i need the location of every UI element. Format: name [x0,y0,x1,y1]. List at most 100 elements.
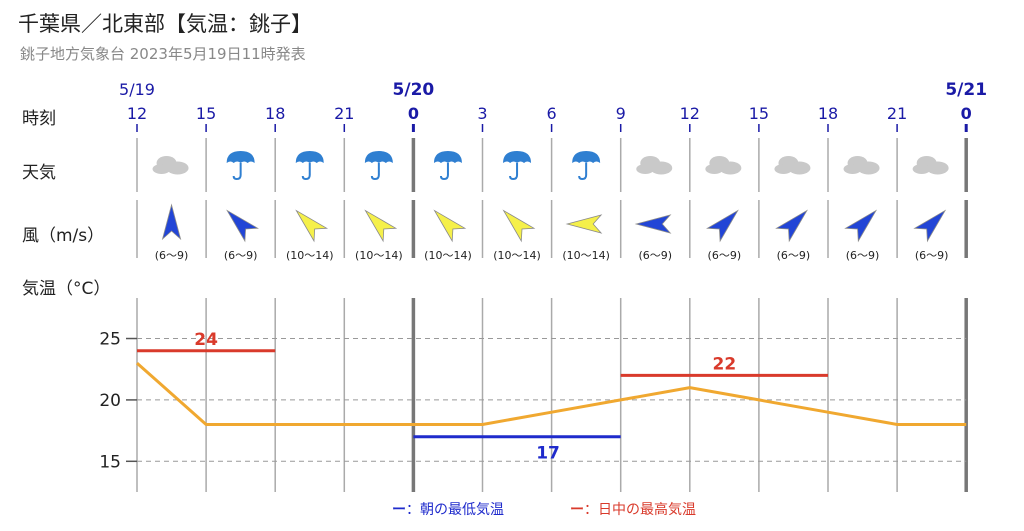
umbrella-handle [370,163,380,181]
umbrella-icon [572,151,601,181]
max-temp-label: 24 [194,330,218,350]
column-grid [136,138,968,492]
umbrella-canopy [295,151,324,163]
time-label: 0 [961,104,972,123]
wind-speed-label: (10〜14) [562,249,610,262]
wind-speed-label: (6〜9) [846,249,880,262]
cloud-puff [152,164,171,174]
cloud-puff [788,161,811,175]
wind-arrow-shape [295,209,329,243]
y-tick-label: 25 [99,330,121,350]
weather-icons [152,151,949,181]
wind-speed-label: (6〜9) [708,249,742,262]
cloud-icon [774,156,811,175]
umbrella-canopy [572,151,601,163]
cloud-puff [636,164,655,174]
row-label-wind: 風（m/s） [22,226,105,246]
wind-arrow-icon [226,209,259,243]
wind-speed-label: (10〜14) [286,249,334,262]
wind-arrow-shape [844,209,878,243]
legend-max-label: ：日中の最高気温 [584,502,696,518]
max-temp-label: 22 [713,354,737,374]
temperature-line [136,361,967,426]
wind-arrow-shape [364,209,398,243]
umbrella-icon [433,151,462,181]
wind-arrow-icon [502,209,536,243]
date-label: 5/21 [945,80,987,100]
wind-arrow-icon [706,209,739,243]
umbrella-handle [439,163,449,181]
legend-max: ー：日中の最高気温 [570,499,696,519]
y-tick-label: 15 [99,452,121,472]
row-label-temperature: 気温（°C） [22,279,111,299]
umbrella-icon [503,151,532,181]
time-label: 21 [334,104,354,123]
wind-speed-label: (6〜9) [915,249,949,262]
wind-arrow-shape [565,214,603,234]
umbrella-handle [578,163,588,181]
wind-speed-label: (6〜9) [638,249,672,262]
wind-arrow-shape [913,209,947,243]
time-label: 3 [477,104,487,123]
time-label: 15 [749,104,769,123]
wind-arrow-icon [565,214,603,234]
min-temp-label: 17 [536,444,560,464]
cloud-puff [650,161,673,175]
temperature-grid: 15 20 25 [99,330,967,472]
legend-min: ー：朝の最低気温 [392,499,504,519]
cloud-puff [166,161,189,175]
umbrella-icon [226,151,255,181]
wind-speed-label: (10〜14) [424,249,472,262]
page-subtitle: 銚子地方気象台 2023年5月19日11時発表 [20,45,306,63]
cloud-puff [857,161,880,175]
cloud-puff [719,161,742,175]
wind-speed-label: (6〜9) [155,249,189,262]
wind-arrow-icon [161,203,182,241]
wind-arrow-shape [706,209,739,243]
cloud-puff [912,164,931,174]
time-label: 6 [547,104,557,123]
wind-speed-label: (10〜14) [493,249,541,262]
time-label: 21 [887,104,907,123]
row-label-time: 時刻 [22,109,56,129]
wind-arrows: (6〜9) (6〜9) (10〜14) (10〜14) (10〜14) (10〜14) (1… [155,203,949,262]
date-label: 5/20 [393,80,435,100]
date-labels: 5/19 5/20 5/21 [119,80,987,100]
wind-arrow-shape [634,214,672,234]
cloud-puff [774,164,793,174]
cloud-icon [705,156,742,175]
legend-max-swatch: ー [570,502,584,518]
wind-arrow-shape [161,203,182,241]
temperature-series: 24 22 17 [136,330,967,464]
cloud-icon [152,156,189,175]
cloud-puff [705,164,724,174]
time-labels: 12 15 18 21 0 3 6 9 12 15 18 21 0 [127,104,972,132]
umbrella-canopy [226,151,255,163]
wind-arrow-icon [844,209,878,243]
wind-arrow-icon [913,209,947,243]
time-label: 12 [127,104,147,123]
y-tick-label: 20 [99,391,121,411]
cloud-icon [912,156,949,175]
wind-arrow-shape [433,209,467,243]
time-label: 15 [196,104,216,123]
legend-min-swatch: ー [392,502,406,518]
umbrella-canopy [364,151,393,163]
wind-speed-label: (6〜9) [777,249,811,262]
time-label: 12 [680,104,700,123]
umbrella-icon [364,151,393,181]
wind-speed-label: (10〜14) [355,249,403,262]
wind-arrow-icon [364,209,398,243]
page-title: 千葉県／北東部【気温：銚子】 [18,12,312,36]
umbrella-icon [295,151,324,181]
cloud-puff [926,161,949,175]
wind-speed-label: (6〜9) [224,249,258,262]
time-label: 9 [616,104,626,123]
wind-arrow-icon [433,209,467,243]
wind-arrow-icon [775,209,808,243]
umbrella-canopy [433,151,462,163]
time-label: 0 [408,104,419,123]
time-label: 18 [265,104,285,123]
umbrella-handle [509,163,519,181]
wind-arrow-icon [295,209,329,243]
